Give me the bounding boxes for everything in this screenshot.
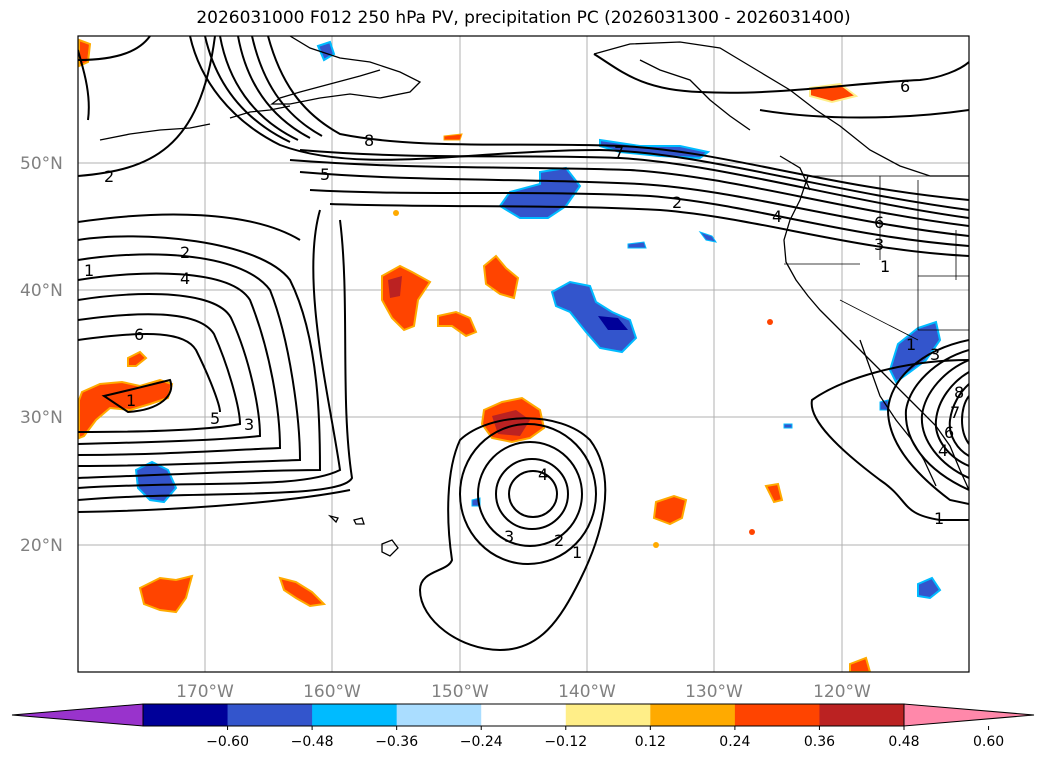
colorbar-segment: [819, 704, 905, 726]
colorbar-tick-label: 0.60: [973, 734, 1004, 750]
contour-label: 1: [880, 257, 890, 276]
contour-label: 4: [180, 269, 190, 288]
contour-label: 2: [554, 531, 564, 550]
contour-label: 4: [938, 441, 948, 460]
map-title: 2026031000 F012 250 hPa PV, precipitatio…: [196, 8, 851, 28]
lon-label-130w: 130°W: [685, 682, 743, 702]
colorbar-extend-high: [904, 704, 1034, 726]
colorbar-tick-label: −0.36: [375, 734, 418, 750]
colorbar-tick-label: −0.48: [291, 734, 334, 750]
contour-label: 1: [572, 543, 582, 562]
contour-label: 5: [320, 165, 330, 184]
contour-label: 6: [874, 213, 884, 232]
contour-label: 4: [772, 207, 782, 226]
lon-label-140w: 140°W: [558, 682, 616, 702]
contour-label: 3: [244, 415, 254, 434]
colorbar-tick-label: 0.12: [635, 734, 666, 750]
contour-label: 8: [954, 383, 964, 402]
contour-label: 5: [210, 409, 220, 428]
contour-label-group: 8 5 2 2 4 6 5 3 1 1 2 4 3 2 1 4 6 3 1 1 …: [84, 77, 964, 562]
colorbar-ticks: −0.60 −0.48 −0.36 −0.24 −0.12 0.12 0.24 0.36 0.4…: [206, 726, 1004, 750]
colorbar-segment: [565, 704, 651, 726]
lat-label-40n: 40°N: [20, 281, 63, 301]
colorbar: −0.60 −0.48 −0.36 −0.24 −0.12 0.12 0.24 0.36 0.4…: [11, 703, 1035, 750]
colorbar-segments: [12, 704, 1034, 726]
contour-label: 1: [934, 509, 944, 528]
contour-label: 8: [364, 131, 374, 150]
lat-label-20n: 20°N: [20, 536, 63, 556]
colorbar-tick-label: −0.12: [544, 734, 587, 750]
colorbar-outline: [142, 703, 905, 727]
pv-contours: [78, 36, 969, 652]
lon-label-150w: 150°W: [431, 682, 489, 702]
contour-label: 6: [134, 325, 144, 344]
colorbar-segment: [227, 704, 313, 726]
contour-label: 4: [538, 465, 548, 484]
colorbar-tick-label: −0.60: [206, 734, 249, 750]
contour-label: 2: [180, 243, 190, 262]
colorbar-segment: [312, 704, 398, 726]
colorbar-segment: [734, 704, 820, 726]
contour-label: 2: [104, 167, 114, 186]
colorbar-extend-low: [12, 704, 143, 726]
contour-label: 7: [614, 143, 624, 162]
contour-label: 2: [672, 193, 682, 212]
map-frame: [77, 35, 970, 673]
borders: [784, 175, 969, 341]
colorbar-segment: [481, 704, 567, 726]
contour-label: 7: [950, 403, 960, 422]
colorbar-tick-label: 0.24: [719, 734, 750, 750]
contour-label: 3: [874, 235, 884, 254]
contour-label: 6: [900, 77, 910, 96]
colorbar-segment: [143, 704, 229, 726]
colorbar-tick-label: −0.24: [460, 734, 503, 750]
colorbar-segment: [650, 704, 736, 726]
lon-label-160w: 160°W: [303, 682, 361, 702]
contour-label: 3: [930, 345, 940, 364]
colorbar-tick-label: 0.36: [804, 734, 835, 750]
map-area: [78, 36, 969, 672]
lon-label-170w: 170°W: [176, 682, 234, 702]
lon-label-120w: 120°W: [813, 682, 871, 702]
coastlines: [99, 36, 969, 557]
contour-label: 3: [504, 527, 514, 546]
latitude-labels: 50°N 40°N 30°N 20°N: [20, 154, 63, 556]
contour-label: 1: [906, 335, 916, 354]
colorbar-segment: [396, 704, 482, 726]
lat-label-30n: 30°N: [20, 408, 63, 428]
contour-label: 1: [84, 261, 94, 280]
longitude-labels: 170°W 160°W 150°W 140°W 130°W 120°W: [176, 682, 871, 702]
contour-label: 6: [944, 423, 954, 442]
colorbar-tick-label: 0.48: [888, 734, 919, 750]
contour-label: 1: [126, 391, 136, 410]
lat-label-50n: 50°N: [20, 154, 63, 174]
